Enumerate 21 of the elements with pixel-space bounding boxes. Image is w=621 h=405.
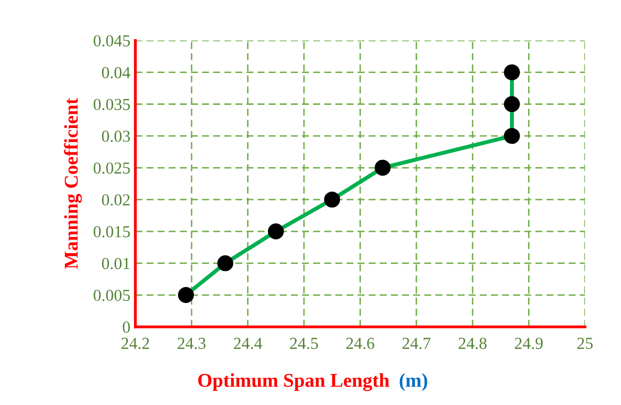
x-tick-label: 24.8 (458, 338, 487, 350)
x-tick-label: 24.7 (402, 338, 430, 350)
y-tick-label: 0.035 (94, 98, 130, 110)
x-tick-label: 24.4 (234, 338, 262, 350)
x-tick-label: 24.5 (290, 338, 318, 350)
y-tick-label: 0.045 (94, 35, 130, 47)
x-tick-label: 24.9 (514, 338, 543, 350)
y-tick-label: 0.02 (102, 194, 130, 206)
x-tick-label: 24.6 (346, 338, 374, 350)
y-tick-label: 0.03 (102, 130, 130, 142)
x-tick-label: 24.2 (122, 338, 150, 350)
y-tick-label: 0 (122, 322, 130, 333)
x-tick-label: 25 (577, 338, 593, 349)
y-tick-label: 0.04 (102, 67, 130, 78)
y-tick-label: 0.005 (94, 290, 130, 302)
y-tick-label: 0.015 (94, 226, 130, 238)
x-axis-title: Optimum Span Length (m) (198, 373, 428, 392)
y-axis-title: Manning Coefficient (64, 98, 82, 269)
x-tick-label: 24.3 (178, 338, 206, 350)
y-tick-label: 0.025 (94, 162, 130, 174)
y-tick-label: 0.01 (102, 258, 130, 270)
